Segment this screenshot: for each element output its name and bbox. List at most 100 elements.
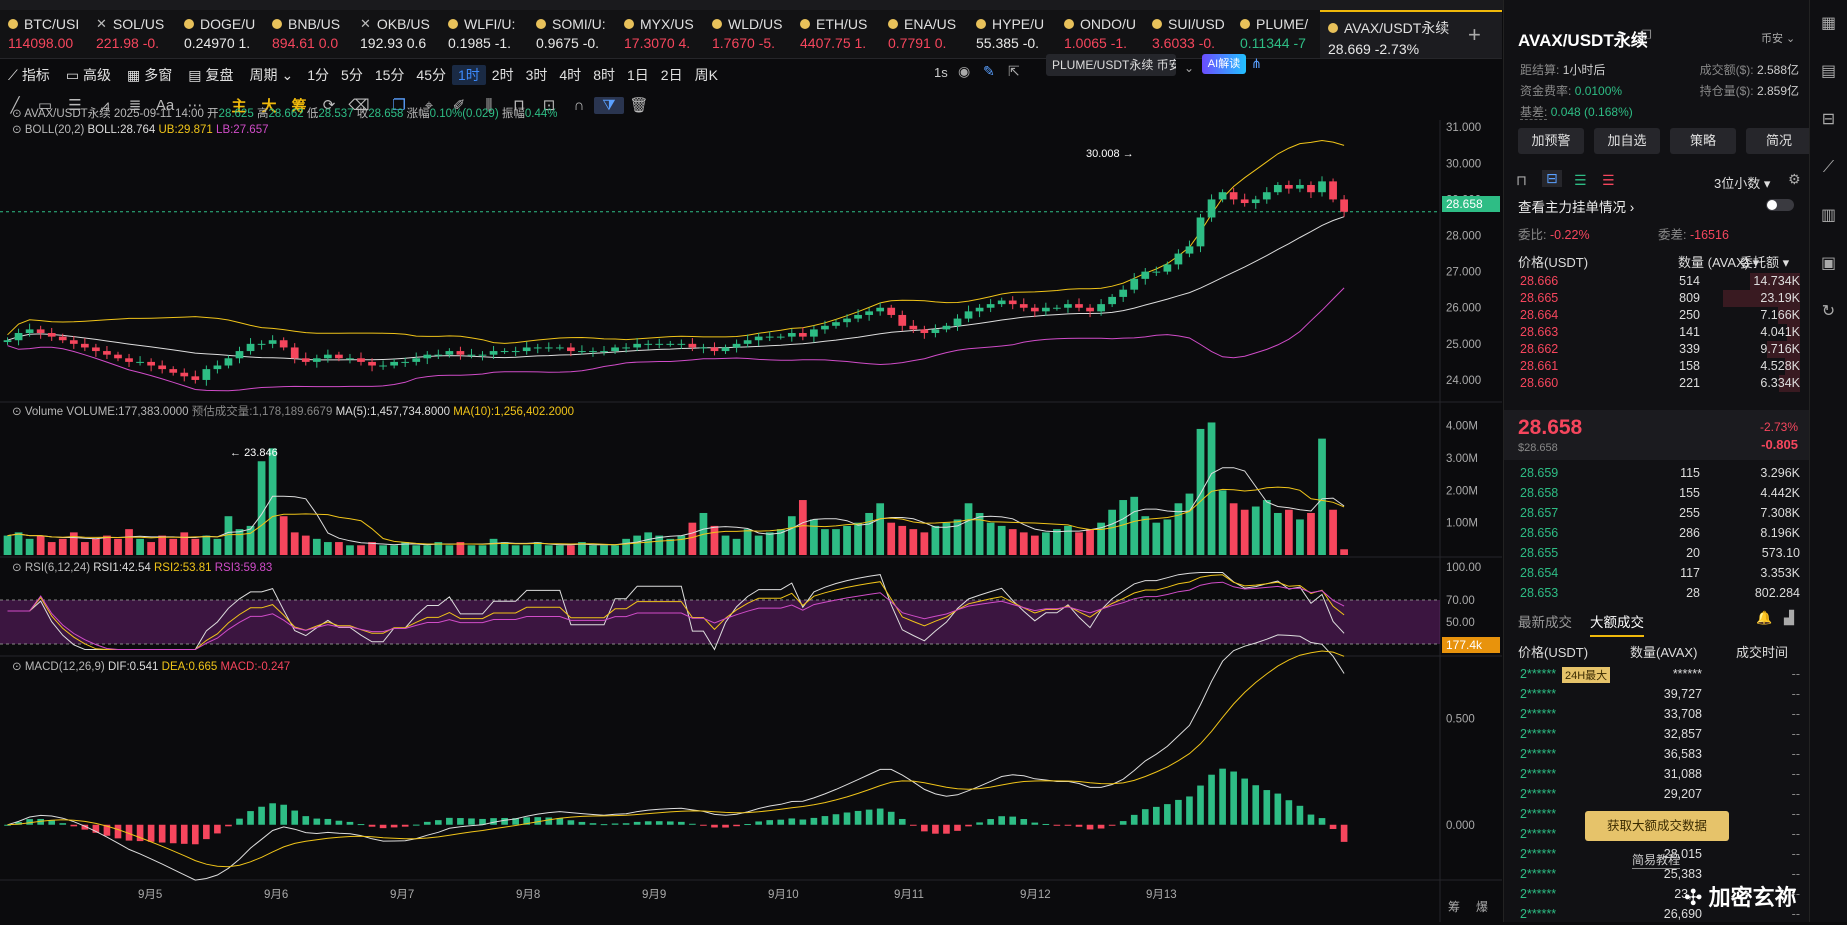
unlock-data-button[interactable]: 获取大额成交数据 [1585, 811, 1729, 841]
bid-row[interactable]: 28.658 155 4.442K [1520, 486, 1800, 500]
horizontal-lines-icon[interactable]: ☰ [68, 97, 82, 114]
orderbook-icon[interactable]: ⊟ [1821, 111, 1836, 128]
watchlist-button[interactable]: 加自选 [1594, 128, 1660, 154]
settings-icon[interactable]: ⚙ [1788, 171, 1801, 187]
close-icon[interactable]: ✕ [360, 16, 371, 31]
symbol-tab[interactable]: BTC/USI 114098.00 [8, 16, 80, 51]
main-orders-link[interactable]: 查看主力挂单情况 › [1518, 200, 1635, 215]
text-icon[interactable]: Aa [155, 96, 175, 114]
indicator-button[interactable]: ⟋ 指标 [8, 66, 50, 84]
symbol-tab[interactable]: ✕ SOL/US 221.98 -0. [96, 16, 165, 51]
view-book-icon[interactable]: ⊟ [1542, 170, 1562, 187]
chip-main[interactable]: 主 [231, 97, 247, 115]
eye-icon[interactable]: ⊙ [12, 406, 22, 418]
exchange-selector[interactable]: 币安 ⌄ [1761, 33, 1796, 45]
share-icon[interactable]: ⇱ [1008, 63, 1020, 79]
eye-icon[interactable]: ⊙ [12, 661, 22, 673]
bell-icon[interactable]: 🔔 [1756, 610, 1773, 625]
view-asks-icon[interactable]: ☰ [1602, 172, 1615, 188]
interval-11[interactable]: 周K [694, 67, 718, 83]
interval-1s[interactable]: 1s [934, 65, 948, 80]
corner-label-2[interactable]: 爆 [1476, 900, 1489, 914]
chart-area[interactable]: 31.00030.00029.00028.00027.00026.00025.0… [0, 108, 1502, 922]
eraser-icon[interactable]: ⌫ [348, 97, 370, 114]
pencil-icon[interactable]: ✎ [983, 63, 995, 79]
interval-5[interactable]: 2时 [491, 67, 514, 83]
tab-large-trades[interactable]: 大额成交 [1590, 611, 1644, 637]
eye-icon[interactable]: ⊙ [12, 124, 22, 136]
eye-icon[interactable]: ⊙ [12, 562, 22, 574]
sync-icon[interactable]: ⟳ [322, 97, 336, 114]
trash-icon[interactable]: 🗑 [629, 97, 649, 114]
symbol-tab[interactable]: DOGE/U 0.24970 1. [184, 16, 256, 51]
bars-icon[interactable]: ⫼ [485, 96, 493, 114]
copy-icon[interactable]: ❐ [1641, 28, 1652, 42]
interval-1[interactable]: 5分 [341, 67, 363, 83]
edit-icon[interactable]: ⊡ [542, 97, 556, 114]
ask-row[interactable]: 28.663 141 4.041K [1520, 324, 1800, 341]
grid-icon[interactable]: ▦ [1820, 15, 1837, 32]
wave-icon[interactable]: ⩘ [100, 96, 110, 114]
ask-row[interactable]: 28.665 809 23.19K [1520, 290, 1800, 307]
corner-label-1[interactable]: 筹 [1448, 900, 1461, 914]
chip-large[interactable]: 大 [261, 97, 277, 115]
symbol-tab[interactable]: BNB/US 894.61 0.0 [272, 16, 341, 51]
depth-icon[interactable]: ▥ [1820, 207, 1837, 224]
symbol-tab[interactable]: SOMI/U: 0.9675 -0. [536, 16, 606, 51]
bid-row[interactable]: 28.654 117 3.353K [1520, 566, 1800, 580]
interval-3[interactable]: 45分 [416, 67, 446, 83]
symbol-tab[interactable]: MYX/US 17.3070 4. [624, 16, 694, 51]
bid-row[interactable]: 28.659 115 3.296K [1520, 466, 1800, 480]
period-dropdown[interactable]: 周期 ⌄ [249, 66, 294, 84]
replay-button[interactable]: ▤ 复盘 [188, 66, 234, 84]
interval-10[interactable]: 2日 [660, 67, 683, 83]
ask-row[interactable]: 28.660 221 6.334K [1520, 375, 1800, 392]
symbol-tab[interactable]: ONDO/U 1.0065 -1. [1064, 16, 1136, 51]
symbol-tab-active[interactable]: AVAX/USDT永续 28.669 -2.73% [1320, 10, 1502, 58]
view-both-icon[interactable]: ⊓ [1516, 172, 1527, 188]
compare-symbol[interactable]: PLUME/USDT永续 币安 [1046, 54, 1176, 76]
chip-chips[interactable]: 筹 [291, 97, 307, 115]
bar-chart-icon[interactable]: ▟ [1784, 610, 1794, 625]
copy-icon[interactable]: ❐ [392, 97, 406, 114]
interval-9[interactable]: 1日 [626, 67, 649, 83]
bid-row[interactable]: 28.657 255 7.308K [1520, 506, 1800, 520]
layout-icon[interactable]: ▣ [1820, 255, 1837, 272]
ruler-icon[interactable]: ⌖ [424, 96, 434, 114]
tutorial-link[interactable]: 简易教程 [1632, 853, 1681, 869]
interval-6[interactable]: 3时 [525, 67, 548, 83]
strategy-button[interactable]: 策略 [1670, 128, 1736, 154]
lock-icon[interactable]: ⊓ [513, 97, 525, 114]
interval-0[interactable]: 1分 [307, 67, 330, 83]
ask-row[interactable]: 28.661 158 4.528K [1520, 358, 1800, 375]
symbol-tab[interactable]: ✕ OKB/US 192.93 0.6 [360, 16, 430, 51]
magnet-icon[interactable]: ∩ [573, 96, 585, 114]
add-tab-button[interactable]: + [1468, 22, 1481, 47]
main-orders-toggle[interactable] [1766, 199, 1794, 211]
list-icon[interactable]: ▤ [1820, 63, 1837, 80]
ask-row[interactable]: 28.664 250 7.166K [1520, 307, 1800, 324]
refresh-icon[interactable]: ↻ [1821, 303, 1836, 320]
brush-icon[interactable]: ✐ [452, 97, 466, 114]
symbol-tab[interactable]: PLUME/ 0.11344 -7 [1240, 16, 1309, 51]
ai-interpret-button[interactable]: AI解读 [1202, 54, 1246, 74]
decimals-dropdown[interactable]: 3位小数 ▾ [1714, 176, 1771, 191]
alert-button[interactable]: 加预警 [1518, 128, 1584, 154]
advanced-button[interactable]: ▭ 高级 [65, 66, 112, 84]
filter-icon[interactable]: ⧩ [594, 96, 624, 114]
camera-icon[interactable]: ◉ [958, 63, 971, 79]
share-nodes-icon[interactable]: ⋔ [1251, 56, 1262, 71]
chart-svg[interactable]: 31.00030.00029.00028.00027.00026.00025.0… [0, 120, 1502, 922]
symbol-tab[interactable]: SUI/USD 3.6033 -0. [1152, 16, 1225, 51]
interval-8[interactable]: 8时 [593, 67, 615, 83]
col-total[interactable]: 委托额 ▾ [1740, 255, 1790, 270]
symbol-tab[interactable]: ENA/US 0.7791 0. [888, 16, 957, 51]
fib-icon[interactable]: ≣ [128, 97, 142, 114]
bid-row[interactable]: 28.653 28 802.284 [1520, 586, 1800, 600]
interval-4[interactable]: 1时 [452, 65, 486, 85]
more-icon[interactable]: ⋯ [187, 97, 203, 114]
compare-chevron-icon[interactable]: ⌄ [1184, 61, 1195, 75]
symbol-tab[interactable]: HYPE/U 55.385 -0. [976, 16, 1045, 51]
multi-window-button[interactable]: ▦ 多窗 [127, 66, 173, 84]
ask-row[interactable]: 28.662 339 9.716K [1520, 341, 1800, 358]
